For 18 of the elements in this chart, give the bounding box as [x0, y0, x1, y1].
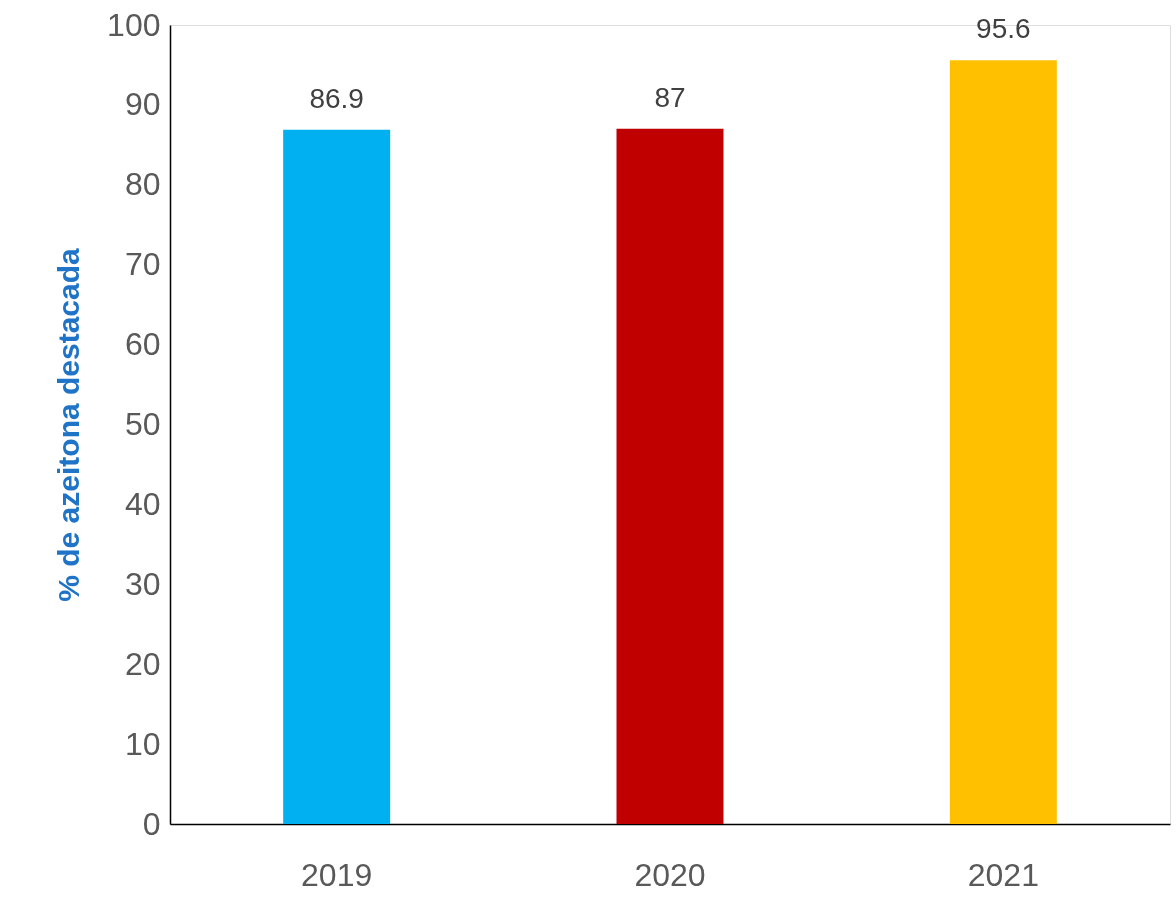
x-tick-label: 2019: [301, 856, 373, 893]
y-axis-title: % de azeitona destacada: [52, 247, 86, 602]
y-tick-label: 20: [124, 645, 161, 682]
y-tick-label: 100: [107, 6, 161, 43]
y-tick-label: 50: [124, 406, 161, 442]
data-label: 87: [654, 81, 686, 113]
y-tick-label: 80: [124, 166, 161, 203]
y-tick-label: 70: [124, 246, 161, 283]
x-tick-label: 2021: [967, 856, 1039, 893]
y-tick-label: 0: [142, 805, 161, 842]
y-tick-label: 10: [124, 725, 161, 762]
y-tick-label: 40: [124, 485, 161, 522]
x-tick-label: 2020: [634, 856, 706, 893]
y-tick-label: 60: [124, 326, 161, 363]
y-tick-label: 90: [124, 86, 161, 123]
y-tick-label: 30: [124, 565, 161, 602]
data-label: 86.9: [309, 82, 364, 114]
data-label: 95.6: [976, 13, 1031, 45]
